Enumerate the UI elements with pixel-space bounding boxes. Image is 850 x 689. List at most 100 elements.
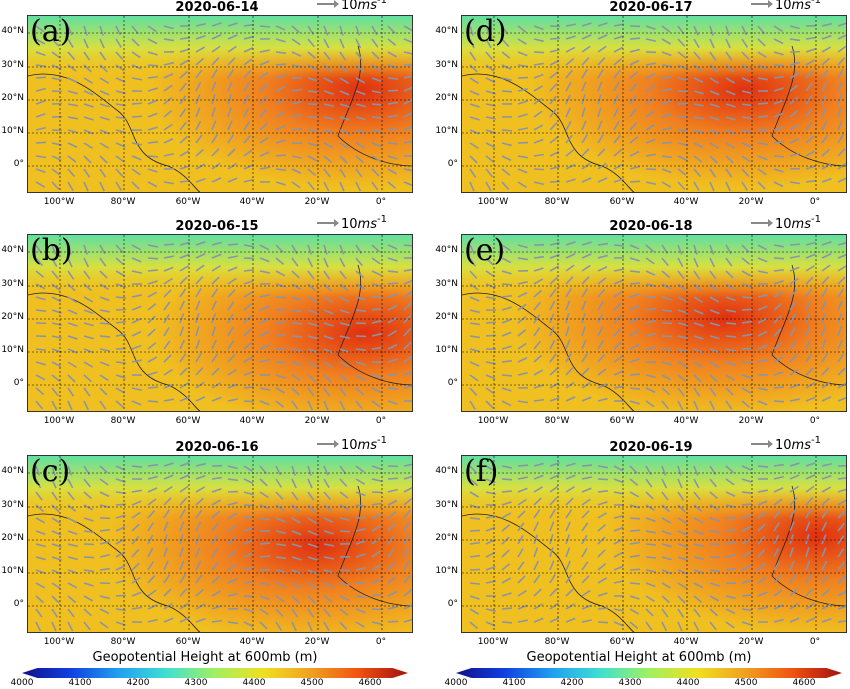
wind-arrow [837, 620, 846, 623]
wind-arrow [355, 116, 366, 121]
wind-arrow [693, 491, 701, 501]
wind-arrow [725, 38, 731, 49]
ref-exponent: -1 [810, 0, 821, 6]
wind-arrow [773, 99, 784, 105]
wind-arrow [693, 478, 700, 489]
wind-arrow [147, 315, 156, 324]
wind-arrow [821, 396, 832, 402]
wind-arrow [227, 81, 233, 92]
wind-arrow [227, 289, 236, 298]
wind-arrow [195, 509, 203, 519]
wind-arrow [741, 594, 753, 597]
wind-arrow [837, 148, 846, 157]
wind-arrow [501, 536, 510, 545]
wind-arrow [677, 491, 685, 501]
wind-arrow [387, 89, 399, 92]
wind-arrow [629, 244, 640, 250]
wind-arrow [403, 547, 409, 558]
wind-arrow [581, 134, 588, 144]
wind-arrow [757, 168, 767, 176]
wind-arrow [549, 339, 556, 350]
wind-arrow [549, 617, 560, 623]
panel-label: (b) [30, 234, 73, 268]
wind-arrow [837, 253, 846, 259]
lon-tick-label: 60°W [609, 197, 635, 207]
wind-arrow [35, 38, 46, 45]
wind-arrow [805, 326, 811, 337]
wind-arrow [227, 326, 234, 337]
reference-arrow-icon [751, 219, 773, 227]
wind-arrow [533, 547, 539, 558]
wind-arrow [179, 313, 185, 324]
wind-arrow [195, 560, 202, 571]
wind-arrow [371, 142, 382, 148]
wind-arrow [275, 361, 287, 364]
wind-arrow [693, 556, 704, 561]
wind-arrow [51, 530, 62, 536]
lat-tick-label: 0° [13, 599, 24, 609]
wind-arrow [757, 511, 767, 519]
wind-arrow [243, 178, 254, 183]
wind-arrow [243, 279, 254, 285]
wind-arrow [147, 463, 159, 467]
wind-arrow [131, 576, 141, 584]
wind-arrow [661, 87, 672, 92]
wind-arrow [307, 582, 317, 589]
wind-arrow [613, 314, 622, 324]
wind-arrow [709, 387, 717, 397]
wind-arrow [469, 568, 481, 571]
wind-arrow [275, 333, 286, 337]
wind-arrow [501, 621, 513, 624]
map-canvas [28, 235, 412, 411]
wind-arrow [307, 51, 317, 60]
reference-vector: 10ms-1 [751, 435, 821, 453]
wind-arrow [243, 69, 252, 79]
wind-arrow [597, 266, 608, 272]
wind-arrow [613, 327, 622, 337]
wind-arrow [147, 112, 158, 118]
wind-arrow [211, 353, 219, 363]
wind-arrow [259, 608, 269, 616]
colorbar-tick: 4400 [242, 678, 266, 688]
wind-arrow [275, 621, 283, 631]
wind-arrow [51, 621, 57, 632]
wind-arrow [693, 270, 701, 280]
wind-arrow [339, 25, 344, 36]
wind-arrow [517, 181, 527, 188]
colorbar-tick: 4100 [68, 678, 92, 688]
wind-arrow [805, 462, 816, 467]
wind-arrow [35, 621, 42, 632]
wind-arrow [773, 386, 785, 389]
wind-arrow [243, 580, 255, 584]
lon-tick-label: 60°W [175, 197, 201, 207]
wind-arrow [275, 530, 286, 535]
wind-arrow [581, 326, 586, 337]
wind-arrow [307, 181, 315, 191]
wind-arrow [501, 77, 512, 82]
wind-arrow [339, 257, 346, 268]
lat-tick-label: 40°N [1, 466, 24, 476]
wind-arrow [179, 179, 191, 183]
wind-arrow [387, 499, 398, 506]
wind-arrow [597, 22, 608, 27]
wind-arrow [741, 25, 748, 36]
ref-exponent: -1 [810, 214, 821, 225]
reference-arrow-icon [317, 0, 339, 8]
wind-arrow [355, 553, 366, 558]
colorbar-tick: 4300 [184, 678, 208, 688]
wind-arrow [131, 359, 142, 363]
wind-arrow [821, 486, 832, 493]
wind-arrow [549, 560, 555, 571]
panel-label: (e) [464, 234, 506, 268]
wind-arrow [693, 387, 701, 397]
wind-arrow [323, 491, 332, 501]
wind-arrow [147, 522, 155, 532]
wind-arrow [533, 521, 539, 532]
wind-arrow [805, 547, 810, 558]
wind-arrow [661, 348, 673, 352]
wind-arrow [307, 129, 319, 133]
wind-arrow [147, 269, 159, 272]
wind-arrow [645, 270, 656, 276]
wind-arrow [291, 595, 300, 604]
wind-arrow [339, 181, 345, 192]
